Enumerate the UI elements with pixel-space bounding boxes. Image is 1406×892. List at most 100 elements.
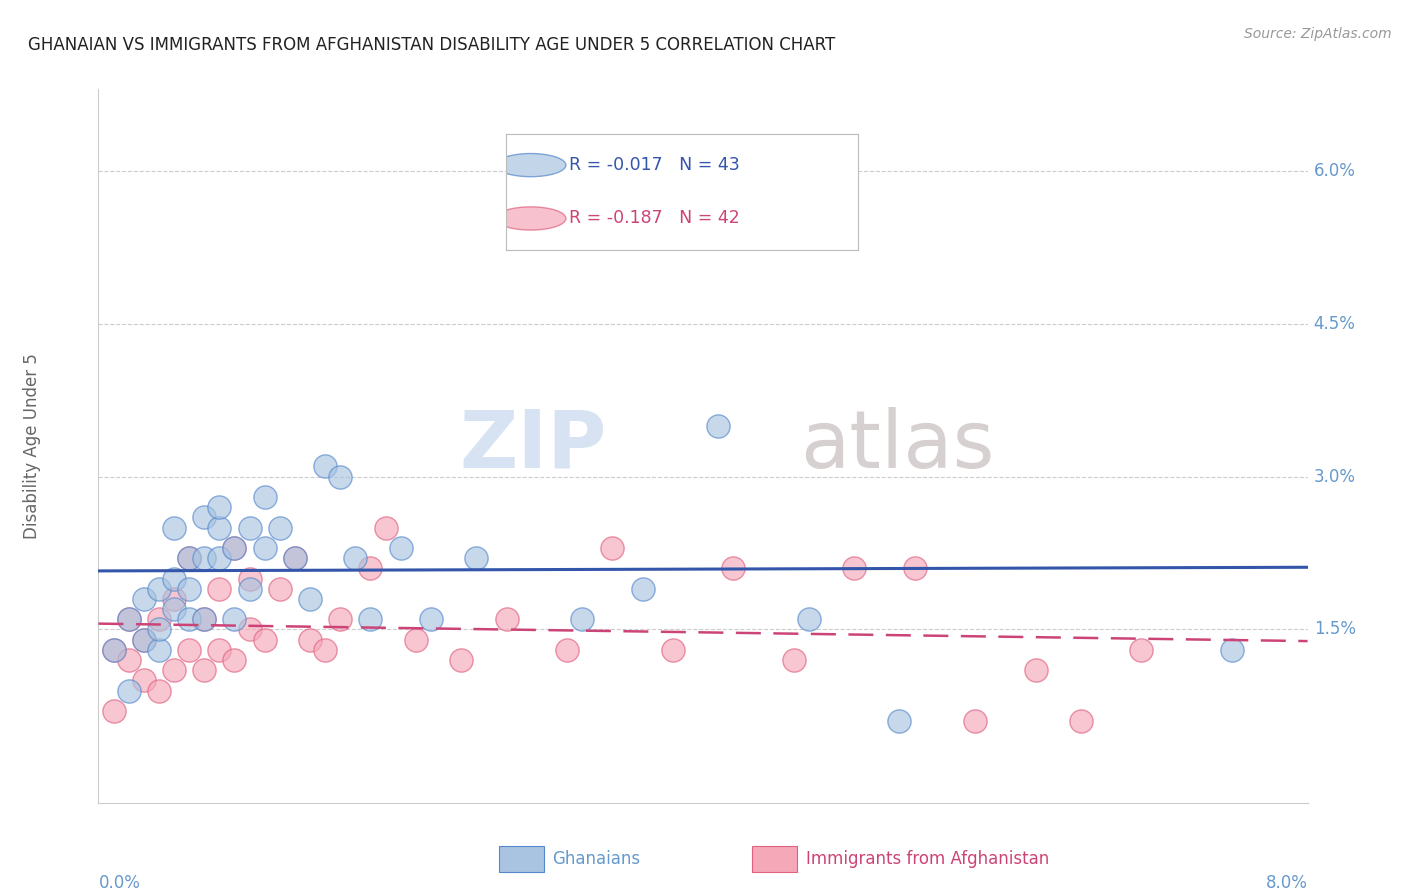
Point <box>193 510 215 524</box>
Point <box>239 572 262 586</box>
Point <box>132 632 155 647</box>
Point <box>239 623 262 637</box>
Point <box>314 643 336 657</box>
Point <box>163 572 186 586</box>
Point <box>510 194 533 209</box>
Point <box>224 612 246 626</box>
Point <box>253 541 276 555</box>
Point <box>193 663 215 677</box>
Point <box>1070 714 1092 729</box>
Point <box>132 632 155 647</box>
Text: Ghanaians: Ghanaians <box>553 850 641 868</box>
Point <box>253 490 276 504</box>
Point <box>224 653 246 667</box>
Point <box>284 551 307 566</box>
Point <box>132 591 155 606</box>
Point <box>132 673 155 688</box>
Circle shape <box>496 153 565 177</box>
Point <box>723 561 745 575</box>
Point <box>903 561 925 575</box>
Point <box>148 612 170 626</box>
Circle shape <box>496 207 565 230</box>
Point <box>118 612 141 626</box>
Point <box>299 591 322 606</box>
Point <box>163 602 186 616</box>
Point <box>359 561 381 575</box>
Text: 4.5%: 4.5% <box>1313 315 1355 333</box>
Point <box>163 663 186 677</box>
Point <box>269 582 291 596</box>
Point <box>1130 643 1153 657</box>
Point <box>782 653 804 667</box>
Point <box>224 541 246 555</box>
Point <box>239 520 262 534</box>
Text: 1.5%: 1.5% <box>1313 621 1355 639</box>
Point <box>224 541 246 555</box>
Text: Disability Age Under 5: Disability Age Under 5 <box>22 353 41 539</box>
Point <box>631 582 654 596</box>
Point <box>797 612 820 626</box>
Point <box>1220 643 1243 657</box>
Point <box>148 643 170 657</box>
Point <box>193 612 215 626</box>
Point <box>965 714 987 729</box>
Text: 8.0%: 8.0% <box>1265 874 1308 892</box>
Point <box>661 643 683 657</box>
Point <box>208 551 231 566</box>
Point <box>179 551 201 566</box>
Point <box>193 612 215 626</box>
Point <box>419 612 441 626</box>
Point <box>299 632 322 647</box>
Point <box>163 520 186 534</box>
Point <box>571 612 593 626</box>
Point <box>193 551 215 566</box>
Point <box>329 612 352 626</box>
Point <box>118 653 141 667</box>
Point <box>707 418 730 433</box>
Point <box>103 643 125 657</box>
Point <box>103 704 125 718</box>
Point <box>269 520 291 534</box>
Text: 6.0%: 6.0% <box>1313 161 1355 180</box>
Point <box>103 643 125 657</box>
Point <box>405 632 427 647</box>
Point <box>602 541 624 555</box>
Point <box>1024 663 1046 677</box>
Point <box>495 612 517 626</box>
Point <box>163 591 186 606</box>
Point <box>465 551 488 566</box>
Point <box>555 643 578 657</box>
Point <box>329 469 352 483</box>
Point <box>148 623 170 637</box>
Text: Immigrants from Afghanistan: Immigrants from Afghanistan <box>806 850 1049 868</box>
Text: Source: ZipAtlas.com: Source: ZipAtlas.com <box>1244 27 1392 41</box>
Point <box>148 582 170 596</box>
Point <box>179 643 201 657</box>
Point <box>239 582 262 596</box>
Point <box>208 582 231 596</box>
Point <box>148 683 170 698</box>
Point <box>118 612 141 626</box>
Point <box>389 541 412 555</box>
Text: R = -0.017   N = 43: R = -0.017 N = 43 <box>569 156 740 174</box>
Text: ZIP: ZIP <box>458 407 606 485</box>
Point <box>374 520 396 534</box>
Point <box>118 683 141 698</box>
Point <box>284 551 307 566</box>
Text: R = -0.187   N = 42: R = -0.187 N = 42 <box>569 210 740 227</box>
Point <box>179 551 201 566</box>
Point <box>344 551 367 566</box>
Point <box>889 714 911 729</box>
Text: 0.0%: 0.0% <box>98 874 141 892</box>
Point <box>208 520 231 534</box>
Point <box>208 643 231 657</box>
Point <box>359 612 381 626</box>
Text: atlas: atlas <box>800 407 994 485</box>
Point <box>179 612 201 626</box>
Point <box>450 653 472 667</box>
Text: 3.0%: 3.0% <box>1313 467 1355 485</box>
Point <box>844 561 866 575</box>
Text: GHANAIAN VS IMMIGRANTS FROM AFGHANISTAN DISABILITY AGE UNDER 5 CORRELATION CHART: GHANAIAN VS IMMIGRANTS FROM AFGHANISTAN … <box>28 36 835 54</box>
Point <box>253 632 276 647</box>
Point <box>179 582 201 596</box>
